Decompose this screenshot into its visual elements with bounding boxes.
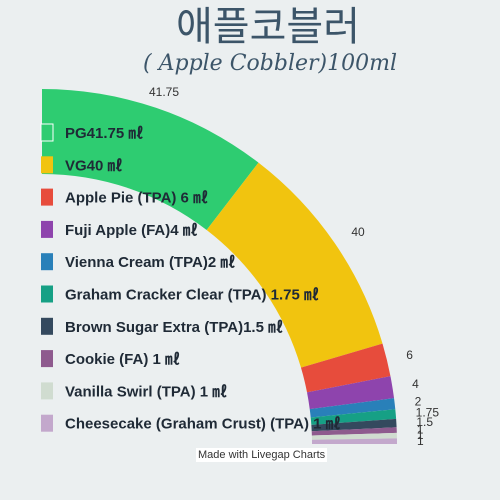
legend: PG41.75 ㎖ VG40 ㎖ Apple Pie (TPA) 6 ㎖ Fuji A… [40, 123, 341, 433]
legend-swatch-5 [41, 285, 53, 303]
value-label-1: 40 [351, 225, 365, 239]
value-label-3: 4 [412, 377, 419, 391]
legend-item-4[interactable]: Vienna Cream (TPA)2 ㎖ [65, 254, 235, 271]
legend-swatch-8 [41, 382, 53, 400]
credit-label: Made with Livegap Charts [196, 448, 328, 462]
legend-swatch-2 [41, 188, 53, 206]
slice-9[interactable] [311, 438, 397, 444]
legend-item-6[interactable]: Brown Sugar Extra (TPA)1.5 ㎖ [65, 319, 283, 336]
legend-swatch-6 [41, 317, 53, 335]
slice-6[interactable] [311, 418, 397, 432]
value-label-9: 1 [417, 434, 424, 448]
value-label-5: 1.75 [416, 405, 440, 419]
slice-8[interactable] [311, 432, 397, 440]
slice-1[interactable] [206, 162, 383, 368]
value-label-7: 1 [417, 422, 424, 436]
slice-7[interactable] [311, 427, 397, 436]
slice-3[interactable] [307, 376, 395, 410]
value-label-8: 1 [417, 428, 424, 442]
legend-item-0[interactable]: PG41.75 ㎖ [65, 125, 143, 142]
slices-group [42, 89, 397, 444]
legend-swatch-4 [41, 253, 53, 271]
value-label-6: 1.5 [416, 415, 433, 429]
legend-swatch-1 [41, 156, 53, 174]
legend-swatch-0 [40, 123, 54, 142]
legend-item-8[interactable]: Vanilla Swirl (TPA) 1 ㎖ [65, 383, 227, 400]
slice-0[interactable] [42, 89, 259, 231]
chart-subtitle: ( Apple Cobbler)100ml [143, 51, 397, 76]
value-label-0: 41.75 [149, 85, 179, 99]
legend-swatch-3 [41, 220, 53, 238]
legend-item-1[interactable]: VG40 ㎖ [65, 157, 123, 174]
chart-title: 애플코블러 [176, 4, 360, 50]
slice-2[interactable] [300, 343, 391, 393]
value-label-4: 2 [415, 394, 422, 408]
legend-swatch-7 [41, 350, 53, 368]
value-label-2: 6 [406, 348, 413, 362]
legend-item-7[interactable]: Cookie (FA) 1 ㎖ [65, 351, 180, 368]
legend-swatch-9 [41, 414, 53, 432]
legend-item-5[interactable]: Graham Cracker Clear (TPA) 1.75 ㎖ [65, 287, 319, 304]
legend-item-9[interactable]: Cheesecake (Graham Crust) (TPA) 1 ㎖ [65, 416, 341, 433]
slice-5[interactable] [310, 409, 397, 425]
slice-4[interactable] [309, 398, 396, 418]
legend-item-3[interactable]: Fuji Apple (FA)4 ㎖ [65, 222, 198, 239]
legend-item-2[interactable]: Apple Pie (TPA) 6 ㎖ [65, 190, 208, 207]
